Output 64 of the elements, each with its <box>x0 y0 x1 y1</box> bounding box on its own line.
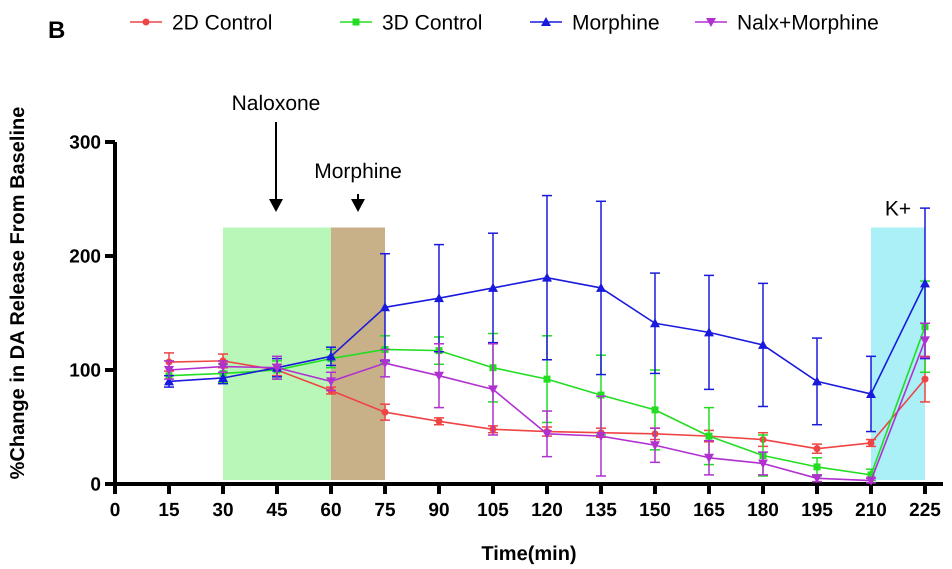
x-tick-label: 120 <box>531 500 563 521</box>
point <box>652 406 658 414</box>
x-tick-label: 210 <box>855 500 887 521</box>
point <box>382 408 388 416</box>
point <box>434 293 444 302</box>
x-tick-label: 135 <box>585 500 618 521</box>
point <box>758 459 768 468</box>
point <box>596 432 606 442</box>
text: Naloxone <box>232 92 320 115</box>
legend-label: Nalx+Morphine <box>737 11 879 34</box>
point <box>814 463 820 470</box>
point <box>704 327 714 336</box>
point <box>218 362 228 372</box>
point <box>380 359 390 368</box>
x-tick-label: 195 <box>801 500 834 521</box>
y-tick-label: 100 <box>69 360 101 382</box>
legend-label: 3D Control <box>382 11 482 34</box>
point <box>650 318 660 328</box>
point <box>866 388 876 398</box>
point <box>758 340 768 349</box>
y-axis-title: %Change in DA Release From Baseline <box>7 106 29 480</box>
x-tick-label: 45 <box>266 500 288 521</box>
legend-label: Morphine <box>572 11 660 34</box>
point <box>434 372 444 381</box>
point <box>326 351 336 360</box>
point <box>488 385 498 394</box>
point <box>704 454 714 463</box>
point <box>650 441 660 450</box>
y-tick-label: 0 <box>90 474 101 496</box>
point <box>542 430 552 439</box>
y-tick-label: 300 <box>69 132 101 154</box>
point <box>920 278 930 288</box>
point <box>326 377 336 386</box>
point <box>164 366 174 375</box>
point <box>922 376 928 383</box>
point <box>436 418 442 425</box>
legend-label: 2D Control <box>172 11 272 34</box>
x-axis-title: Time(min) <box>481 543 577 565</box>
x-tick-label: 90 <box>428 500 450 521</box>
point <box>868 439 874 446</box>
x-tick-label: 15 <box>158 500 180 521</box>
point <box>380 302 390 312</box>
point <box>812 376 822 386</box>
x-tick-label: 60 <box>320 500 342 521</box>
y-tick-label: 200 <box>69 246 101 268</box>
point <box>542 272 552 282</box>
text: B <box>48 17 66 44</box>
band-label: K+ <box>884 198 912 220</box>
x-tick-label: 75 <box>374 500 396 521</box>
point <box>596 282 606 292</box>
point <box>488 282 498 292</box>
point <box>814 445 820 452</box>
x-tick-label: 105 <box>477 500 510 521</box>
point <box>920 336 930 346</box>
x-tick-label: 180 <box>747 500 779 521</box>
x-tick-label: 165 <box>693 500 726 521</box>
x-tick-label: 225 <box>909 500 942 521</box>
x-tick-label: 30 <box>212 500 234 521</box>
x-tick-label: 0 <box>110 500 120 521</box>
annotation: Morphine <box>314 160 402 183</box>
x-tick-label: 150 <box>639 500 671 521</box>
point <box>544 376 550 383</box>
point <box>218 372 228 382</box>
point <box>866 476 876 486</box>
